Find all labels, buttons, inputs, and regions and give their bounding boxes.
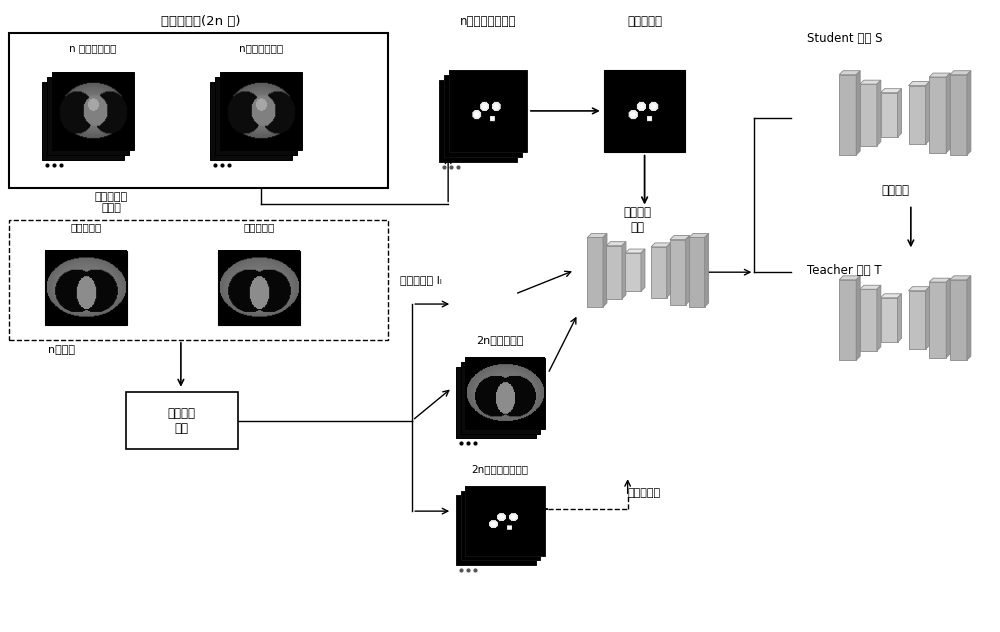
Bar: [651, 247, 667, 298]
Polygon shape: [667, 243, 671, 298]
Text: 图像生成
模块: 图像生成 模块: [168, 406, 196, 435]
Text: Teacher 模型 T: Teacher 模型 T: [807, 264, 882, 277]
Polygon shape: [967, 71, 971, 155]
Bar: [625, 253, 641, 291]
Bar: [587, 238, 603, 307]
Text: 全监督损失: 全监督损失: [627, 15, 662, 28]
Polygon shape: [856, 71, 860, 155]
Bar: [606, 246, 622, 299]
Text: n对图像: n对图像: [48, 345, 75, 355]
Polygon shape: [877, 80, 881, 145]
Bar: [670, 240, 686, 305]
Text: Student 模型 S: Student 模型 S: [807, 32, 883, 45]
Bar: [881, 93, 898, 137]
Polygon shape: [881, 88, 902, 93]
Polygon shape: [950, 276, 971, 280]
Bar: [604, 70, 685, 152]
Polygon shape: [689, 233, 709, 238]
Text: n张标注图像掩码: n张标注图像掩码: [460, 15, 516, 28]
Polygon shape: [860, 80, 881, 84]
Polygon shape: [603, 233, 607, 307]
Text: 2n张混合图像掩码: 2n张混合图像掩码: [472, 465, 528, 475]
Polygon shape: [929, 73, 950, 77]
Bar: [9, 33, 388, 188]
Bar: [215, 77, 297, 155]
Text: 一批次图像(2n 张): 一批次图像(2n 张): [161, 15, 241, 28]
Polygon shape: [856, 276, 860, 360]
Polygon shape: [926, 287, 930, 349]
Bar: [909, 85, 926, 144]
Bar: [439, 80, 517, 162]
Bar: [52, 72, 134, 150]
Text: 修复网络
模块: 修复网络 模块: [624, 207, 652, 234]
Bar: [456, 367, 536, 439]
Polygon shape: [839, 71, 860, 75]
Polygon shape: [929, 278, 950, 282]
Text: n张有标注图像: n张有标注图像: [239, 43, 283, 53]
Polygon shape: [877, 285, 881, 351]
Bar: [950, 75, 967, 155]
Bar: [461, 490, 540, 561]
Bar: [444, 75, 522, 157]
Text: 高可信图像: 高可信图像: [71, 222, 102, 233]
Bar: [210, 82, 292, 160]
Bar: [839, 280, 856, 360]
Bar: [929, 77, 946, 153]
Bar: [860, 84, 877, 145]
Polygon shape: [670, 236, 690, 240]
Text: n 张无标注图像: n 张无标注图像: [69, 43, 117, 53]
Polygon shape: [898, 294, 902, 342]
Bar: [950, 280, 967, 360]
Text: 滑动平均: 滑动平均: [881, 184, 909, 197]
Polygon shape: [587, 233, 607, 238]
Bar: [220, 72, 302, 150]
Bar: [465, 486, 545, 556]
Text: 有标注图像 Iₗ: 有标注图像 Iₗ: [400, 275, 442, 285]
Polygon shape: [967, 276, 971, 360]
Polygon shape: [926, 82, 930, 144]
Bar: [839, 75, 856, 155]
Text: 2n张混合图像: 2n张混合图像: [476, 335, 524, 345]
Text: 不确定性评
估模块: 不确定性评 估模块: [95, 191, 128, 214]
Bar: [456, 495, 536, 565]
Polygon shape: [839, 276, 860, 280]
Polygon shape: [625, 249, 645, 253]
Bar: [42, 82, 124, 160]
Polygon shape: [946, 73, 950, 153]
Bar: [881, 298, 898, 342]
Polygon shape: [881, 294, 902, 298]
Polygon shape: [641, 249, 645, 291]
Bar: [9, 221, 388, 340]
Polygon shape: [651, 243, 671, 247]
Text: 半监督损失: 半监督损失: [628, 488, 661, 498]
Bar: [909, 291, 926, 349]
Polygon shape: [898, 88, 902, 137]
Polygon shape: [606, 241, 626, 246]
Bar: [860, 289, 877, 351]
Bar: [689, 238, 705, 307]
Polygon shape: [686, 236, 690, 305]
Polygon shape: [909, 82, 930, 85]
Polygon shape: [622, 241, 626, 299]
Bar: [218, 251, 300, 325]
Polygon shape: [909, 287, 930, 291]
Polygon shape: [705, 233, 709, 307]
Polygon shape: [950, 71, 971, 75]
Text: 低可信图像: 低可信图像: [243, 222, 274, 233]
Bar: [929, 282, 946, 358]
Bar: [449, 70, 527, 152]
Polygon shape: [946, 278, 950, 358]
Bar: [45, 251, 127, 325]
Bar: [465, 358, 545, 430]
Bar: [47, 77, 129, 155]
Bar: [461, 362, 540, 434]
Bar: [126, 392, 238, 449]
Polygon shape: [860, 285, 881, 289]
